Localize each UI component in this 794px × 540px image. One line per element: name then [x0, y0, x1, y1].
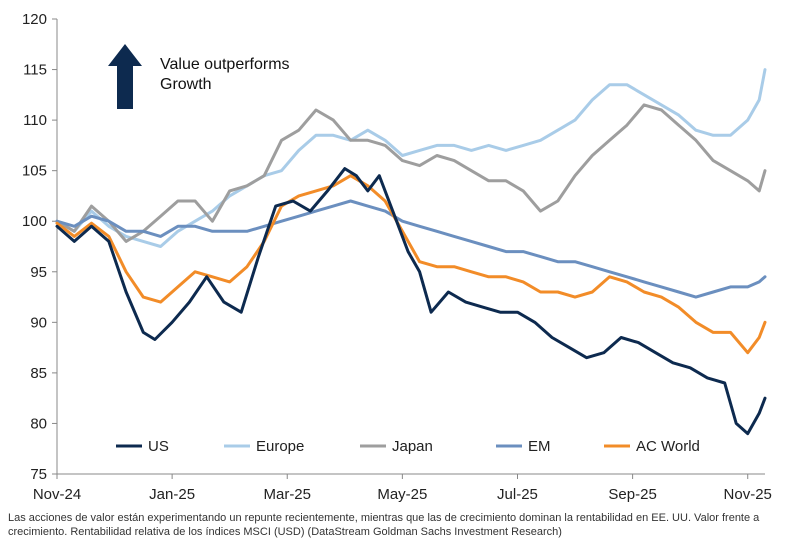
legend-label-ac-world: AC World [636, 438, 700, 455]
series-line-japan [55, 103, 767, 243]
y-tick-label: 90 [30, 314, 47, 331]
axes: 75 80 85 90 95 100 105 110 115 120 Nov-24 Jan-25 Mar… [22, 11, 772, 503]
y-tick-label: 85 [30, 365, 47, 382]
series-lines [55, 68, 767, 436]
x-tick-label: Mar-25 [263, 486, 311, 503]
y-tick-label: 75 [30, 466, 47, 483]
y-tick-label: 120 [22, 11, 47, 28]
annotation-line1: Value outperforms [160, 56, 290, 73]
x-tick-label: Jan-25 [149, 486, 195, 503]
legend-label-em: EM [528, 438, 551, 455]
y-tick-label: 100 [22, 213, 47, 230]
annotation: Value outperforms Growth [108, 44, 290, 109]
y-tick-label: 110 [23, 112, 47, 129]
series-line-em [55, 199, 767, 299]
series-line-us [55, 167, 767, 436]
legend-label-japan: Japan [392, 438, 433, 455]
x-tick-label: Nov-25 [724, 486, 772, 503]
y-tick-label: 80 [30, 415, 47, 432]
x-tick-label: Sep-25 [608, 486, 656, 503]
line-chart: 75 80 85 90 95 100 105 110 115 120 Nov-24 Jan-25 Mar… [22, 11, 772, 503]
legend-label-us: US [148, 438, 169, 455]
y-tick-label: 115 [23, 62, 47, 79]
legend-label-europe: Europe [256, 438, 304, 455]
legend: US Europe Japan EM AC World [116, 438, 700, 455]
y-tick-label: 105 [22, 163, 47, 180]
series-line-europe [55, 68, 767, 248]
figure-caption: Las acciones de valor están experimentan… [8, 512, 760, 538]
x-tick-label: Jul-25 [497, 486, 538, 503]
up-arrow-icon [108, 44, 142, 109]
x-tick-label: May-25 [377, 486, 427, 503]
series-line-ac-world [55, 174, 767, 355]
annotation-line2: Growth [160, 76, 212, 93]
y-tick-label: 95 [30, 264, 47, 281]
x-tick-label: Nov-24 [33, 486, 81, 503]
